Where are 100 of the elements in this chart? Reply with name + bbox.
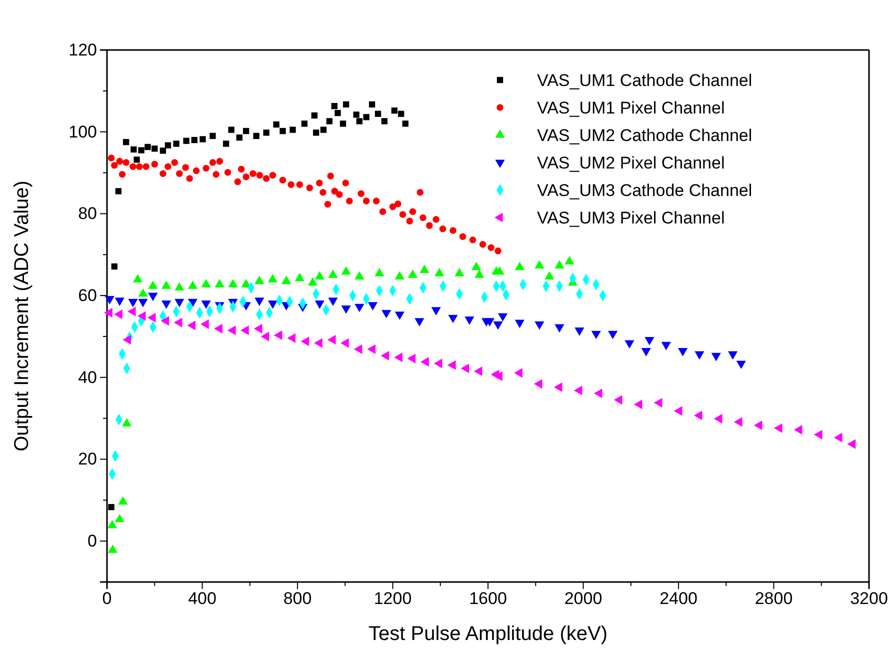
point (394, 352, 402, 362)
point (484, 318, 494, 326)
point (111, 263, 118, 270)
x-tick-label: 1600 (469, 589, 507, 608)
x-tick-label: 2000 (564, 589, 602, 608)
point (268, 300, 278, 309)
point (334, 110, 341, 116)
point (137, 311, 146, 321)
point (426, 222, 433, 229)
point (379, 208, 386, 216)
point (362, 198, 370, 204)
point (459, 233, 466, 240)
point (754, 420, 762, 430)
point (514, 368, 522, 378)
point (238, 166, 245, 172)
point (174, 318, 182, 328)
point (222, 140, 230, 147)
point (130, 146, 137, 153)
point (594, 388, 602, 398)
point (160, 316, 170, 326)
point (147, 312, 156, 322)
point (224, 168, 232, 176)
point (380, 350, 390, 360)
point (374, 110, 382, 117)
point (474, 366, 482, 376)
point (327, 172, 334, 180)
point (210, 132, 216, 140)
point (341, 305, 351, 314)
point (311, 112, 318, 119)
x-tick-label: 0 (102, 589, 112, 608)
point (414, 318, 424, 326)
point (381, 118, 388, 124)
point (142, 163, 150, 170)
point (774, 423, 782, 433)
point (108, 154, 115, 162)
point (367, 344, 376, 354)
point (138, 147, 144, 154)
point (340, 120, 346, 127)
point (644, 336, 654, 346)
point (714, 414, 722, 424)
x-tick-label: 800 (283, 589, 312, 608)
x-tick-label: 400 (188, 589, 216, 608)
point (320, 126, 327, 133)
point (254, 324, 262, 334)
point (250, 170, 256, 177)
point (416, 189, 424, 196)
point (174, 298, 184, 308)
point (847, 439, 856, 449)
x-tick-label: 3200 (850, 589, 888, 608)
point (464, 316, 474, 325)
point (574, 328, 584, 336)
point (227, 326, 236, 336)
point (389, 203, 396, 210)
point (144, 144, 151, 150)
point (301, 120, 308, 127)
legend-label: VAS_UM3 Cathode Channel (537, 181, 752, 200)
point (269, 172, 276, 179)
point (342, 101, 350, 108)
point (260, 332, 270, 342)
point (661, 342, 671, 350)
point (420, 214, 426, 222)
point (554, 382, 562, 392)
point (127, 306, 136, 316)
point (312, 130, 320, 136)
point (694, 410, 702, 420)
point (200, 136, 206, 142)
point (306, 184, 314, 192)
point (368, 101, 376, 108)
point (574, 386, 582, 396)
point (254, 298, 264, 306)
point (327, 334, 336, 345)
point (432, 216, 440, 223)
point (176, 170, 183, 177)
point (151, 160, 158, 168)
point (409, 208, 416, 216)
point (402, 120, 408, 127)
point (363, 114, 370, 120)
point (164, 163, 172, 170)
point (183, 138, 190, 144)
point (356, 118, 362, 124)
point (110, 162, 118, 169)
point (624, 340, 634, 349)
point (534, 321, 544, 330)
y-axis-title: Output Increment (ADC Value) (11, 180, 33, 452)
point (678, 348, 688, 356)
point (273, 121, 280, 128)
point (814, 430, 822, 440)
point (391, 107, 398, 114)
point (420, 357, 429, 367)
point (654, 398, 662, 408)
point (736, 360, 746, 370)
point (406, 218, 414, 224)
point (209, 159, 216, 166)
point (160, 148, 166, 154)
legend-label: VAS_UM3 Pixel Channel (537, 208, 725, 228)
point (136, 163, 143, 170)
point (608, 330, 618, 340)
point (340, 338, 349, 348)
point (115, 188, 122, 194)
point (138, 298, 148, 308)
